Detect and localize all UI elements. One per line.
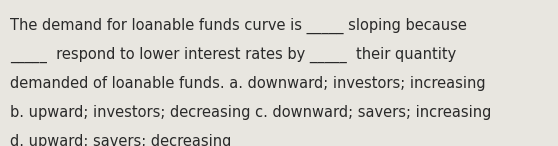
- Text: _____  respond to lower interest rates by _____  their quantity: _____ respond to lower interest rates by…: [10, 47, 456, 63]
- Text: b. upward; investors; decreasing c. downward; savers; increasing: b. upward; investors; decreasing c. down…: [10, 105, 492, 120]
- Text: The demand for loanable funds curve is _____ sloping because: The demand for loanable funds curve is _…: [10, 18, 467, 34]
- Text: demanded of loanable funds. a. downward; investors; increasing: demanded of loanable funds. a. downward;…: [10, 76, 485, 91]
- Text: d. upward; savers; decreasing: d. upward; savers; decreasing: [10, 134, 232, 146]
